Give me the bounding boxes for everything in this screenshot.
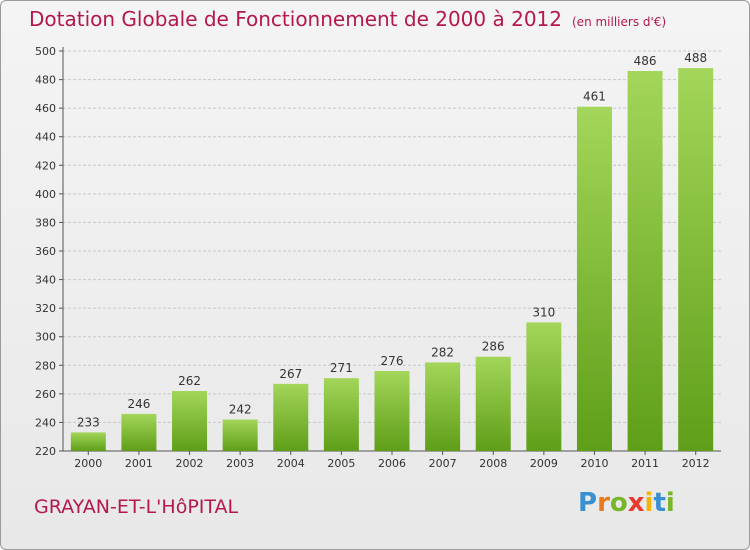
y-tick-label: 220 <box>35 445 56 458</box>
value-label-2011: 486 <box>634 54 657 68</box>
y-tick-label: 500 <box>35 45 56 58</box>
chart-title: Dotation Globale de Fonctionnement de 20… <box>29 7 666 31</box>
x-tick-label: 2005 <box>327 457 355 470</box>
y-tick-label: 420 <box>35 159 56 172</box>
y-tick-label: 280 <box>35 359 56 372</box>
value-label-2005: 271 <box>330 361 353 375</box>
logo-letter: i <box>644 488 654 518</box>
bar-2002 <box>172 391 208 451</box>
commune-name: GRAYAN-ET-L'HôPITAL <box>34 496 239 518</box>
y-tick-label: 240 <box>35 416 56 429</box>
bar-2008 <box>475 356 511 451</box>
logo-letter: i <box>665 488 675 518</box>
value-label-2012: 488 <box>684 51 707 65</box>
value-label-2010: 461 <box>583 90 606 104</box>
bar-2007 <box>425 362 461 451</box>
x-tick-label: 2000 <box>74 457 102 470</box>
value-label-2006: 276 <box>381 354 404 368</box>
chart-subtitle: (en milliers d'€) <box>572 15 667 29</box>
x-tick-label: 2003 <box>226 457 254 470</box>
value-label-2007: 282 <box>431 345 454 359</box>
logo-letter: P <box>578 488 598 518</box>
bar-2005 <box>323 378 359 451</box>
value-label-2008: 286 <box>482 340 505 354</box>
value-label-2000: 233 <box>77 415 100 429</box>
x-tick-label: 2010 <box>580 457 608 470</box>
logo-letter: t <box>653 488 666 518</box>
value-label-2001: 246 <box>127 397 150 411</box>
logo-letter: x <box>627 488 645 518</box>
logo-letter: o <box>609 488 628 518</box>
y-tick-label: 480 <box>35 74 56 87</box>
bar-2000 <box>70 432 106 451</box>
x-tick-label: 2007 <box>429 457 457 470</box>
x-tick-label: 2011 <box>631 457 659 470</box>
proxiti-logo: Proxiti <box>578 488 675 518</box>
x-tick-label: 2009 <box>530 457 558 470</box>
value-labels: 233 246 262 242 267 271 276 282 286 310 461 486 488 <box>77 51 707 429</box>
bar-2004 <box>273 383 309 451</box>
logo-letter: r <box>597 488 610 518</box>
y-tick-label: 400 <box>35 188 56 201</box>
y-tick-label: 380 <box>35 216 56 229</box>
y-tick-label: 320 <box>35 302 56 315</box>
x-tick-label: 2006 <box>378 457 406 470</box>
x-tick-label: 2012 <box>682 457 710 470</box>
y-tick-label: 460 <box>35 102 56 115</box>
bar-2011 <box>627 71 663 451</box>
bar-2006 <box>374 371 410 451</box>
x-tick-label: 2004 <box>277 457 305 470</box>
value-label-2002: 262 <box>178 374 201 388</box>
title-text: Dotation Globale de Fonctionnement de 20… <box>29 7 562 31</box>
x-tick-label: 2002 <box>176 457 204 470</box>
y-tick-label: 440 <box>35 131 56 144</box>
bar-2010 <box>576 106 612 451</box>
x-tick-label: 2008 <box>479 457 507 470</box>
x-tick-labels: 2000 2001 2002 2003 2004 2005 2006 2007 2008 2009… <box>74 457 709 470</box>
y-tick-label: 260 <box>35 388 56 401</box>
bar-2012 <box>678 68 714 452</box>
value-label-2003: 242 <box>229 403 252 417</box>
value-label-2004: 267 <box>279 367 302 381</box>
value-label-2009: 310 <box>532 305 555 319</box>
bars <box>70 68 714 452</box>
bar-2001 <box>121 413 157 451</box>
y-tick-label: 300 <box>35 331 56 344</box>
y-tick-label: 360 <box>35 245 56 258</box>
x-tick-label: 2001 <box>125 457 153 470</box>
bar-2003 <box>222 419 258 451</box>
y-tick-label: 340 <box>35 274 56 287</box>
bar-2009 <box>526 322 562 451</box>
y-tick-labels: 220 240 260 280 300 320 340 360 380 400 420 440 460 4… <box>35 45 56 458</box>
